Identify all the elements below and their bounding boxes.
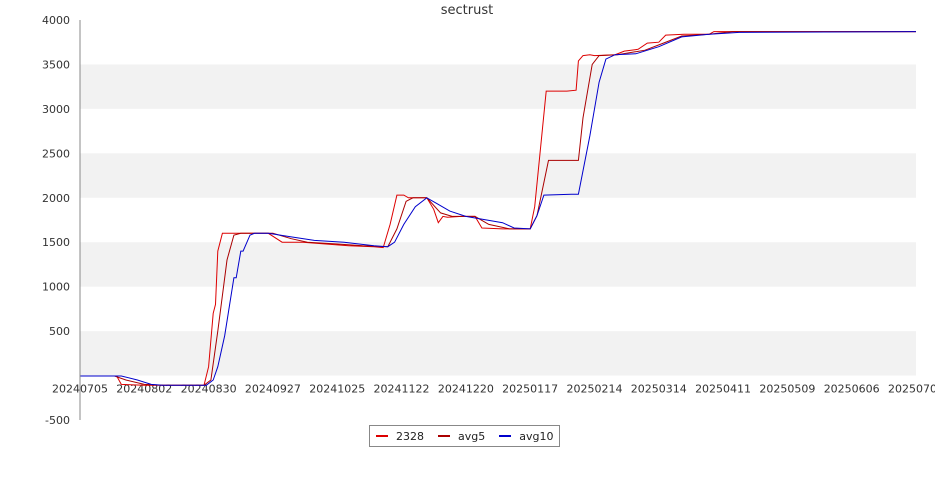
- y-tick-label: 2000: [42, 192, 70, 205]
- y-tick-label: 1000: [42, 281, 70, 294]
- legend-label: avg10: [519, 429, 554, 443]
- y-tick-label: 500: [49, 325, 70, 338]
- grid-band: [80, 331, 916, 376]
- legend-label: 2328: [396, 429, 424, 443]
- legend-swatch: [376, 435, 388, 437]
- x-tick-label: 20240927: [245, 383, 301, 396]
- x-tick-label: 20250606: [824, 383, 880, 396]
- x-tick-label: 20250704: [888, 383, 935, 396]
- y-tick-label: 3500: [42, 58, 70, 71]
- grid-band: [80, 242, 916, 287]
- x-tick-label: 20240802: [116, 383, 172, 396]
- y-tick-label: 4000: [42, 14, 70, 27]
- x-tick-label: 20250314: [631, 383, 687, 396]
- x-axis-ticks: 20240705 20240802 20240830 20240927 20241025…: [52, 383, 935, 396]
- grid-band: [80, 64, 916, 109]
- legend-item: avg10: [499, 430, 553, 443]
- y-axis-ticks: -500 500 1000 1500 2000 2500 3000 3500 4000: [42, 14, 70, 427]
- y-tick-label: 2500: [42, 147, 70, 160]
- x-tick-label: 20241025: [309, 383, 365, 396]
- x-tick-label: 20250509: [759, 383, 815, 396]
- y-tick-label: 3000: [42, 103, 70, 116]
- y-tick-label: 1500: [42, 236, 70, 249]
- series-line-avg10: [80, 31, 917, 386]
- series-lines: [80, 31, 917, 386]
- x-tick-label: 20250411: [695, 383, 751, 396]
- legend-item: 2328: [376, 430, 424, 443]
- x-tick-label: 20241220: [438, 383, 494, 396]
- chart-title: sectrust: [441, 3, 493, 18]
- legend-swatch: [438, 435, 450, 437]
- legend: 2328 avg5 avg10: [369, 425, 561, 447]
- x-tick-label: 20250214: [566, 383, 622, 396]
- series-line-2328: [80, 31, 916, 386]
- legend-item: avg5: [438, 430, 485, 443]
- legend-swatch: [499, 435, 512, 437]
- y-tick-label: -500: [45, 414, 70, 427]
- x-tick-label: 20240830: [181, 383, 237, 396]
- grid-band: [80, 153, 916, 198]
- grid-bands: [80, 64, 916, 376]
- legend-label: avg5: [458, 429, 486, 443]
- x-tick-label: 20241122: [374, 383, 430, 396]
- x-tick-label: 20250117: [502, 383, 558, 396]
